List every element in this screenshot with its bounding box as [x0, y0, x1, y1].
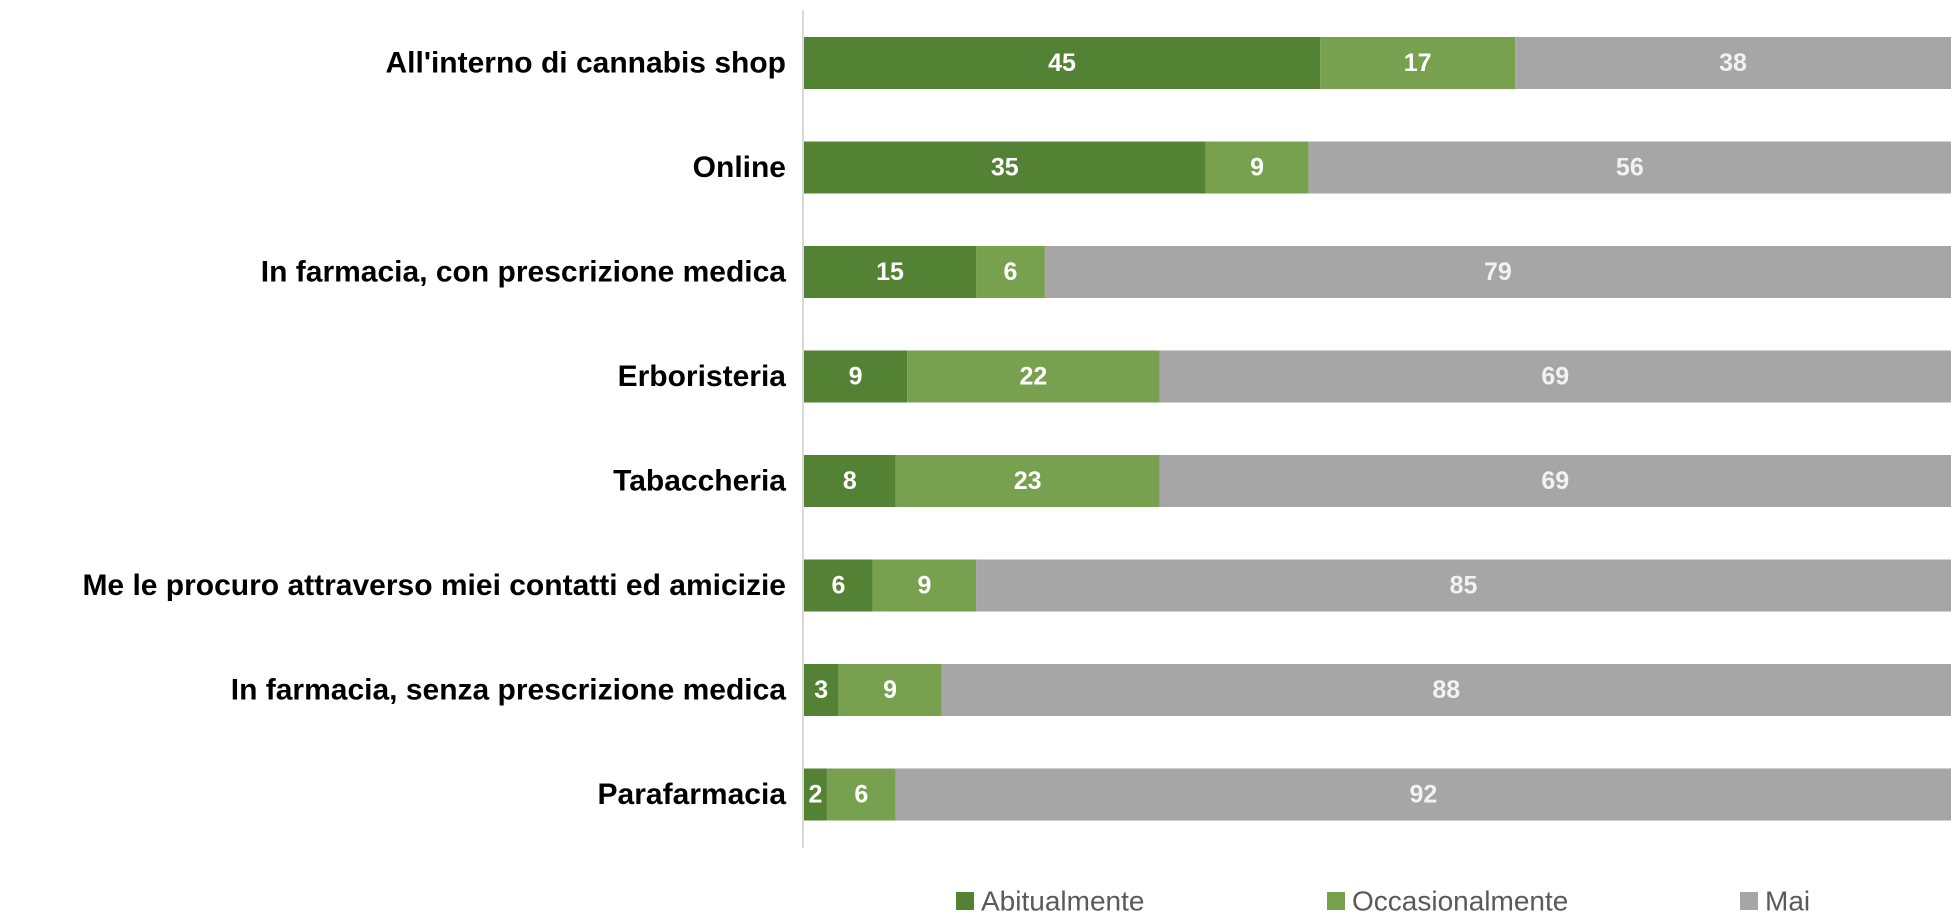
legend-swatch [956, 892, 974, 910]
bar-segment [872, 559, 977, 612]
data-label: 79 [1484, 258, 1512, 286]
data-label: 3 [814, 676, 828, 704]
bar-segment [895, 455, 1160, 507]
data-label: 9 [883, 676, 897, 704]
data-label: 69 [1541, 363, 1569, 391]
legend-label: Mai [1765, 886, 1810, 917]
data-label: 17 [1404, 49, 1432, 77]
legend-label: Abitualmente [981, 886, 1144, 917]
bar-segment [941, 664, 1951, 716]
bar-segment [1308, 141, 1951, 194]
legend: Abitualmente Occasionalmente Mai [956, 886, 1810, 917]
data-label: 15 [876, 258, 904, 286]
legend-swatch [1740, 892, 1758, 910]
category-label: Parafarmacia [598, 778, 787, 811]
bar-segment [804, 455, 896, 507]
category-label: Tabaccheria [613, 465, 786, 498]
category-label: Online [693, 151, 786, 184]
bar-segment [976, 246, 1045, 298]
data-label: 88 [1432, 676, 1460, 704]
bar-segment [1044, 246, 1951, 298]
bar-segment [1515, 37, 1951, 89]
bar-segment [907, 350, 1160, 403]
data-label: 8 [843, 467, 857, 495]
bar-segment [826, 768, 896, 821]
bar-segment [804, 37, 1321, 89]
data-label: 69 [1541, 467, 1569, 495]
data-label: 9 [917, 572, 931, 600]
bar-segment [1159, 350, 1951, 403]
data-label: 9 [1250, 154, 1264, 182]
category-label: All'interno di cannabis shop [385, 47, 786, 80]
bar-segment [804, 350, 908, 403]
bar-segment [1320, 37, 1516, 89]
data-label: 23 [1014, 467, 1042, 495]
data-label: 45 [1048, 49, 1076, 77]
data-label: 92 [1409, 781, 1437, 809]
bar-segment [838, 664, 942, 716]
category-label: In farmacia, senza prescrizione medica [231, 674, 787, 707]
data-label: 6 [831, 572, 845, 600]
category-label: In farmacia, con prescrizione medica [261, 256, 787, 289]
category-label: Erboristeria [618, 360, 787, 393]
legend-swatch [1327, 892, 1345, 910]
bar-segment [804, 246, 977, 298]
data-label: 56 [1616, 154, 1644, 182]
legend-label: Occasionalmente [1352, 886, 1568, 917]
data-label: 35 [991, 154, 1019, 182]
bar-segment [1159, 455, 1951, 507]
data-label: 9 [849, 363, 863, 391]
data-label: 22 [1019, 363, 1047, 391]
bar-segment [1205, 141, 1309, 194]
bar-segments [804, 37, 1951, 821]
data-label: 6 [1004, 258, 1018, 286]
category-label: Me le procuro attraverso miei contatti e… [82, 569, 786, 602]
bar-segment [895, 768, 1951, 821]
category-labels: All'interno di cannabis shop Online In far… [82, 47, 786, 812]
data-label: 6 [854, 781, 868, 809]
data-label: 2 [809, 781, 823, 809]
bar-segment [804, 664, 839, 716]
data-label: 38 [1719, 49, 1747, 77]
bar-segment [804, 559, 873, 612]
bar-segment [976, 559, 1951, 612]
bar-segment [804, 768, 827, 821]
bar-segment [804, 141, 1206, 194]
data-label: 85 [1450, 572, 1478, 600]
